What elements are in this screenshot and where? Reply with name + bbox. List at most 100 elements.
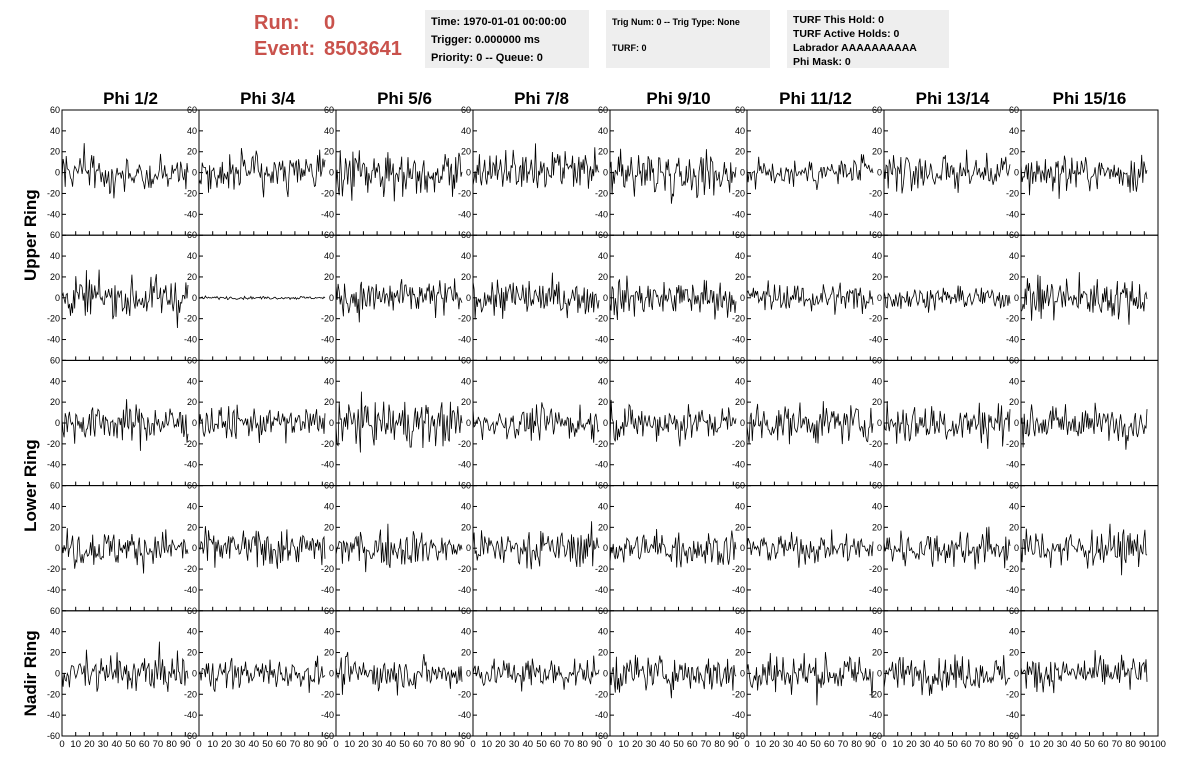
y-tick-label: 20: [1009, 147, 1019, 157]
labrador-text: Labrador AAAAAAAAAA: [793, 42, 917, 54]
x-tick-label: 0: [333, 739, 338, 750]
column-header-2: Phi 3/4: [240, 89, 295, 108]
x-tick-label: 60: [1098, 739, 1109, 750]
panel-r4-c1: -40 -20 0 20 40 60: [47, 481, 200, 612]
y-tick-label: -20: [595, 314, 608, 324]
waveform-trace: [472, 655, 600, 692]
y-tick-label: -20: [1006, 188, 1019, 198]
y-tick-label: -20: [1006, 314, 1019, 324]
y-tick-label: -40: [458, 209, 471, 219]
x-tick-label: 30: [920, 739, 931, 750]
x-tick-label: 70: [838, 739, 849, 750]
x-tick-label: 10: [481, 739, 492, 750]
panel-frame: [1020, 109, 1159, 236]
panel-frame: [746, 485, 885, 612]
y-tick-label: 60: [735, 105, 745, 115]
panel-r2-c1: -40 -20 0 20 40 60: [47, 230, 200, 361]
event-value: 8503641: [324, 38, 402, 60]
y-tick-label: -40: [595, 585, 608, 595]
panel-frame: [609, 359, 748, 487]
waveform-trace: [61, 528, 189, 574]
panel-r3-c2: -40 -20 0 20 40 60: [184, 355, 337, 487]
y-tick-label: -40: [869, 710, 882, 720]
x-tick-label: 70: [1112, 739, 1123, 750]
y-tick-label: 40: [872, 251, 882, 261]
y-tick-label: 40: [324, 501, 334, 511]
run-label: Run:: [254, 12, 300, 34]
x-tick-label: 30: [372, 739, 383, 750]
waveform-trace: [335, 523, 463, 573]
x-tick-label: 40: [523, 739, 534, 750]
waveform-trace: [335, 278, 463, 323]
y-tick-label: 40: [1009, 501, 1019, 511]
y-tick-label: 60: [1009, 230, 1019, 240]
y-tick-label: -40: [47, 335, 60, 345]
panel-r2-c3: -40 -20 0 20 40 60: [321, 230, 474, 361]
x-tick-label: 30: [98, 739, 109, 750]
y-tick-label: 20: [735, 147, 745, 157]
y-tick-label: -20: [458, 188, 471, 198]
y-tick-label: -20: [1006, 689, 1019, 699]
y-tick-label: 20: [735, 522, 745, 532]
panel-r1-c4: -40 -20 0 20 40 60: [458, 105, 611, 236]
x-tick-label: 20: [495, 739, 506, 750]
y-tick-label: 40: [50, 126, 60, 136]
waveform-trace: [198, 147, 326, 198]
y-tick-label: 20: [1009, 397, 1019, 407]
y-tick-label: 60: [461, 105, 471, 115]
x-tick-label: 40: [112, 739, 123, 750]
y-tick-label: 0: [1014, 293, 1019, 303]
y-tick-label: 60: [50, 105, 60, 115]
y-tick-label: 0: [877, 168, 882, 178]
panel-r2-c6: -40 -20 0 20 40 60: [732, 230, 885, 361]
y-tick-label: 0: [1014, 168, 1019, 178]
y-tick-label: 0: [192, 418, 197, 428]
y-tick-label: 40: [50, 251, 60, 261]
panel-r3-c7: -40 -20 0 20 40 60: [869, 355, 1022, 487]
x-tick-label: 60: [550, 739, 561, 750]
waveform-trace: [1020, 523, 1148, 576]
y-tick-label: 40: [187, 126, 197, 136]
x-tick-label: 100: [1150, 739, 1166, 750]
y-tick-label: 20: [324, 648, 334, 658]
column-header-4: Phi 7/8: [514, 89, 569, 108]
y-tick-label: 20: [50, 272, 60, 282]
x-tick-label: 90: [728, 739, 739, 750]
y-tick-label: -40: [732, 335, 745, 345]
y-tick-label: -20: [184, 689, 197, 699]
y-tick-label: -20: [869, 689, 882, 699]
y-tick-label: -20: [869, 188, 882, 198]
y-tick-label: 40: [50, 627, 60, 637]
y-tick-label: 0: [55, 418, 60, 428]
y-tick-label: -20: [732, 439, 745, 449]
y-tick-label: -20: [184, 564, 197, 574]
y-tick-label: 0: [740, 543, 745, 553]
y-tick-label: 60: [1009, 481, 1019, 491]
panel-r1-c3: -40 -20 0 20 40 60: [321, 105, 474, 236]
y-tick-label: 20: [461, 397, 471, 407]
y-tick-label: 20: [735, 648, 745, 658]
turf-info-box: TURF This Hold: 0 TURF Active Holds: 0 L…: [787, 10, 949, 68]
y-tick-label: 60: [50, 355, 60, 365]
trigger-text: Trigger: 0.000000 ms: [431, 34, 540, 46]
y-tick-label: -40: [732, 460, 745, 470]
waveform-trace: [335, 150, 463, 202]
y-tick-label: 60: [187, 230, 197, 240]
y-tick-label: -40: [869, 585, 882, 595]
waveform-trace: [746, 529, 874, 568]
y-tick-label: -40: [47, 710, 60, 720]
waveform-trace: [746, 154, 874, 191]
y-tick-label: 0: [603, 293, 608, 303]
x-tick-label: 40: [934, 739, 945, 750]
y-tick-label: 60: [872, 355, 882, 365]
y-tick-label: 40: [1009, 251, 1019, 261]
y-tick-label: 40: [187, 501, 197, 511]
panel-frame: [883, 485, 1022, 612]
y-tick-label: 20: [461, 147, 471, 157]
priority-text: Priority: 0 -- Queue: 0: [431, 52, 543, 64]
y-tick-label: -40: [595, 710, 608, 720]
y-tick-label: 60: [598, 355, 608, 365]
y-tick-label: 20: [872, 648, 882, 658]
y-tick-label: 60: [50, 606, 60, 616]
